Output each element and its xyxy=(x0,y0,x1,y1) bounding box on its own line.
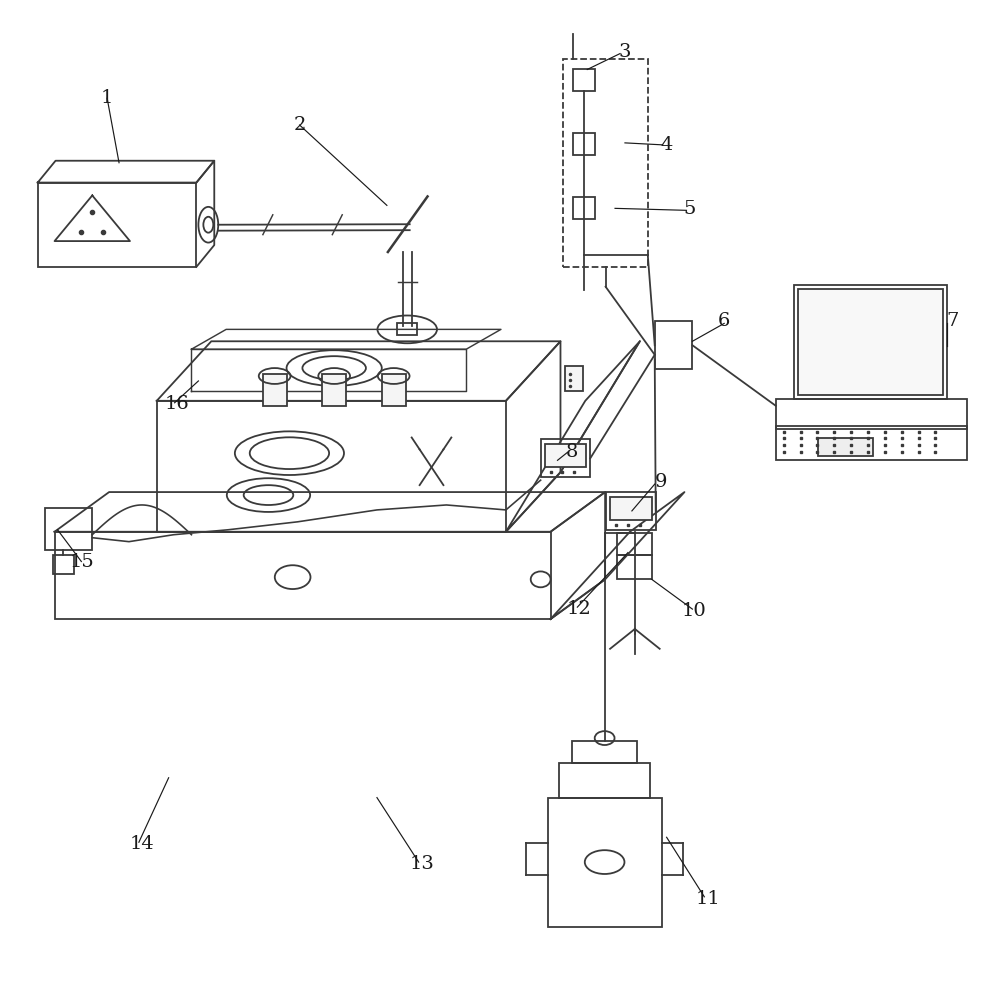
Bar xyxy=(45,508,92,550)
Bar xyxy=(263,374,287,406)
Bar xyxy=(610,497,652,520)
Bar xyxy=(776,426,967,460)
Bar xyxy=(545,444,586,467)
Text: 5: 5 xyxy=(683,200,695,218)
Text: 16: 16 xyxy=(165,395,188,413)
Bar xyxy=(573,133,595,155)
Bar xyxy=(655,321,692,369)
Bar xyxy=(541,439,590,477)
Bar xyxy=(606,492,656,530)
Bar xyxy=(798,289,943,395)
Text: 8: 8 xyxy=(566,443,578,461)
Bar xyxy=(572,741,637,763)
Text: 6: 6 xyxy=(718,312,730,330)
Text: 12: 12 xyxy=(567,600,591,618)
Bar xyxy=(157,401,506,532)
Bar xyxy=(322,374,346,406)
Bar xyxy=(548,798,662,927)
Bar xyxy=(55,532,551,619)
Bar xyxy=(818,438,873,456)
Bar xyxy=(573,69,595,91)
Text: 9: 9 xyxy=(655,473,667,491)
Text: 15: 15 xyxy=(70,553,94,571)
Bar xyxy=(38,183,196,267)
Bar xyxy=(776,399,967,429)
Text: 3: 3 xyxy=(619,43,631,61)
Text: 2: 2 xyxy=(294,116,306,134)
Text: 13: 13 xyxy=(409,855,434,873)
Text: 1: 1 xyxy=(101,89,113,107)
Bar xyxy=(794,285,947,399)
Text: 10: 10 xyxy=(682,602,706,620)
Bar xyxy=(563,59,648,267)
Text: 4: 4 xyxy=(661,136,673,154)
Bar xyxy=(617,533,652,555)
Bar xyxy=(565,366,583,391)
Bar xyxy=(617,555,652,579)
Text: 11: 11 xyxy=(696,890,720,908)
Text: 7: 7 xyxy=(946,312,958,330)
Bar xyxy=(53,555,74,574)
Bar xyxy=(559,763,650,798)
Bar xyxy=(397,323,417,335)
Bar xyxy=(573,197,595,219)
Bar xyxy=(382,374,406,406)
Text: 14: 14 xyxy=(130,835,154,853)
